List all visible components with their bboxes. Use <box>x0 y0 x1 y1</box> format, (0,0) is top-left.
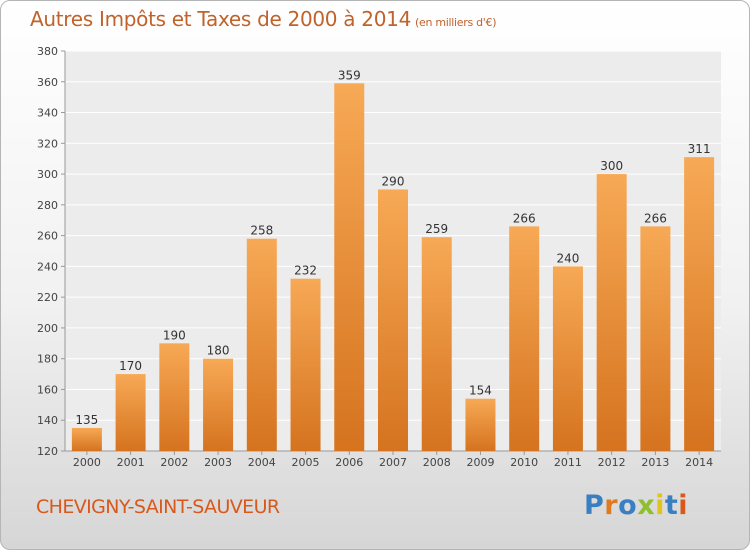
data-label: 258 <box>250 224 273 238</box>
data-label: 232 <box>294 264 317 278</box>
y-tick-label: 180 <box>37 353 58 366</box>
bar <box>159 343 190 451</box>
x-tick-label: 2013 <box>641 456 669 469</box>
x-tick-label: 2004 <box>248 456 276 469</box>
data-label: 180 <box>207 344 230 358</box>
proxiti-logo: Proxiti <box>584 490 688 521</box>
data-label: 240 <box>556 251 579 265</box>
data-label: 266 <box>644 211 667 225</box>
x-tick-label: 2002 <box>160 456 188 469</box>
x-tick-label: 2005 <box>292 456 320 469</box>
bar <box>203 358 234 451</box>
data-label: 311 <box>688 142 711 156</box>
y-tick-label: 240 <box>37 260 58 273</box>
data-label: 154 <box>469 384 492 398</box>
y-tick-label: 160 <box>37 383 58 396</box>
bar <box>684 157 715 451</box>
y-tick-label: 260 <box>37 230 58 243</box>
bar <box>465 398 496 451</box>
data-label: 290 <box>382 174 405 188</box>
logo-letter: x <box>637 490 656 521</box>
y-tick-label: 320 <box>37 137 58 150</box>
bar <box>509 226 540 451</box>
logo-letter: o <box>618 490 638 521</box>
x-tick-label: 2007 <box>379 456 407 469</box>
bar <box>596 174 627 452</box>
data-label: 300 <box>600 159 623 173</box>
bar <box>552 266 583 451</box>
logo-letter: P <box>584 490 605 521</box>
bar <box>290 278 321 451</box>
data-label: 359 <box>338 68 361 82</box>
y-tick-label: 220 <box>37 291 58 304</box>
bar <box>334 83 365 452</box>
commune-name: CHEVIGNY-SAINT-SAUVEUR <box>36 496 280 518</box>
x-tick-label: 2003 <box>204 456 232 469</box>
chart-unit: (en milliers d'€) <box>415 16 497 29</box>
y-tick-label: 360 <box>37 76 58 89</box>
x-tick-label: 2001 <box>117 456 145 469</box>
x-tick-label: 2000 <box>73 456 101 469</box>
data-label: 135 <box>75 413 98 427</box>
logo-letter: t <box>664 490 679 521</box>
data-label: 266 <box>513 211 536 225</box>
chart-title: Autres Impôts et Taxes de 2000 à 2014 (en… <box>30 7 497 31</box>
bar <box>640 226 671 451</box>
x-tick-label: 2010 <box>510 456 538 469</box>
x-tick-label: 2012 <box>598 456 626 469</box>
bar <box>115 374 146 451</box>
y-tick-label: 200 <box>37 322 58 335</box>
y-tick-label: 140 <box>37 414 58 427</box>
y-tick-label: 280 <box>37 199 58 212</box>
data-label: 170 <box>119 359 142 373</box>
x-tick-label: 2009 <box>466 456 494 469</box>
y-tick-label: 340 <box>37 107 58 120</box>
x-tick-label: 2011 <box>554 456 582 469</box>
data-label: 259 <box>425 222 448 236</box>
x-tick-label: 2014 <box>685 456 713 469</box>
logo-letter: i <box>655 490 665 521</box>
x-tick-label: 2008 <box>423 456 451 469</box>
bar <box>246 238 277 451</box>
data-label: 190 <box>163 328 186 342</box>
y-tick-label: 300 <box>37 168 58 181</box>
logo-letter: r <box>604 490 619 521</box>
bar <box>378 189 408 451</box>
logo-letter: i <box>678 490 689 521</box>
x-tick-label: 2006 <box>335 456 363 469</box>
y-tick-label: 120 <box>37 445 58 458</box>
bar <box>71 427 102 451</box>
bar <box>421 237 452 451</box>
y-tick-label: 380 <box>37 45 58 58</box>
